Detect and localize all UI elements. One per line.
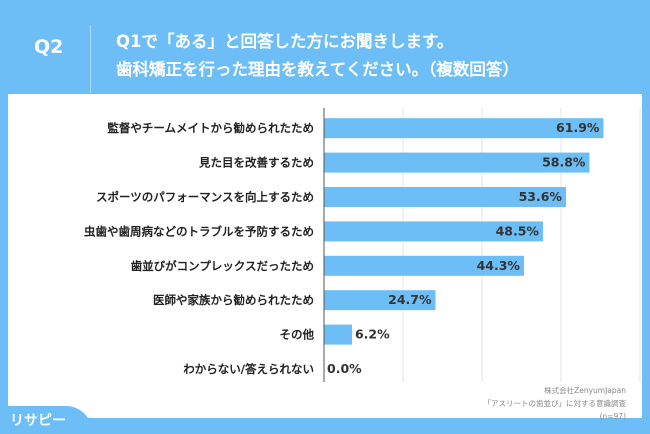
category-label: スポーツのパフォーマンスを向上するため [96,190,314,204]
bar [324,187,566,207]
value-label: 53.6% [519,189,563,204]
source-note: 株式会社ZenyumJapan 「アスリートの歯並び」に対する意識調査 (n=9… [484,384,627,423]
question-title: Q1で「ある」と回答した方にお聞きします。 歯科矯正を行った理由を教えてください… [116,28,519,84]
source-company: 株式会社ZenyumJapan [544,386,626,395]
bar [324,290,436,311]
bar [324,255,524,276]
category-label: 見た目を改善するため [198,156,314,170]
bar [324,221,543,242]
divider [90,25,91,93]
category-label: わからない/答えられない [183,362,314,376]
value-label: 61.9% [556,120,600,135]
category-label: 歯並びがコンプレックスだったため [131,259,314,273]
value-label: 6.2% [355,327,390,342]
title-line-2: 歯科矯正を行った理由を教えてください。（複数回答） [116,60,519,79]
source-survey: 「アスリートの歯並び」に対する意識調査 [483,399,627,408]
logo: リサピー [0,406,92,434]
sample-size: (n=97) [599,412,626,421]
value-label: 48.5% [496,223,540,238]
bar [324,324,352,345]
category-label: その他 [280,328,315,342]
question-number: Q2 [34,36,64,58]
bar [324,118,604,139]
value-label: 24.7% [388,292,432,307]
bar [324,152,590,173]
value-label: 58.8% [542,155,586,170]
category-label: 監督やチームメイトから勧められたため [107,121,314,135]
title-line-1: Q1で「ある」と回答した方にお聞きします。 [116,32,454,51]
logo-text: リサピー [10,413,66,429]
category-label: 医師や家族から勧められたため [153,293,314,307]
value-label: 44.3% [477,258,521,273]
value-label: 0.0% [327,361,362,376]
category-label: 虫歯や歯周病などのトラブルを予防するため [84,224,314,238]
